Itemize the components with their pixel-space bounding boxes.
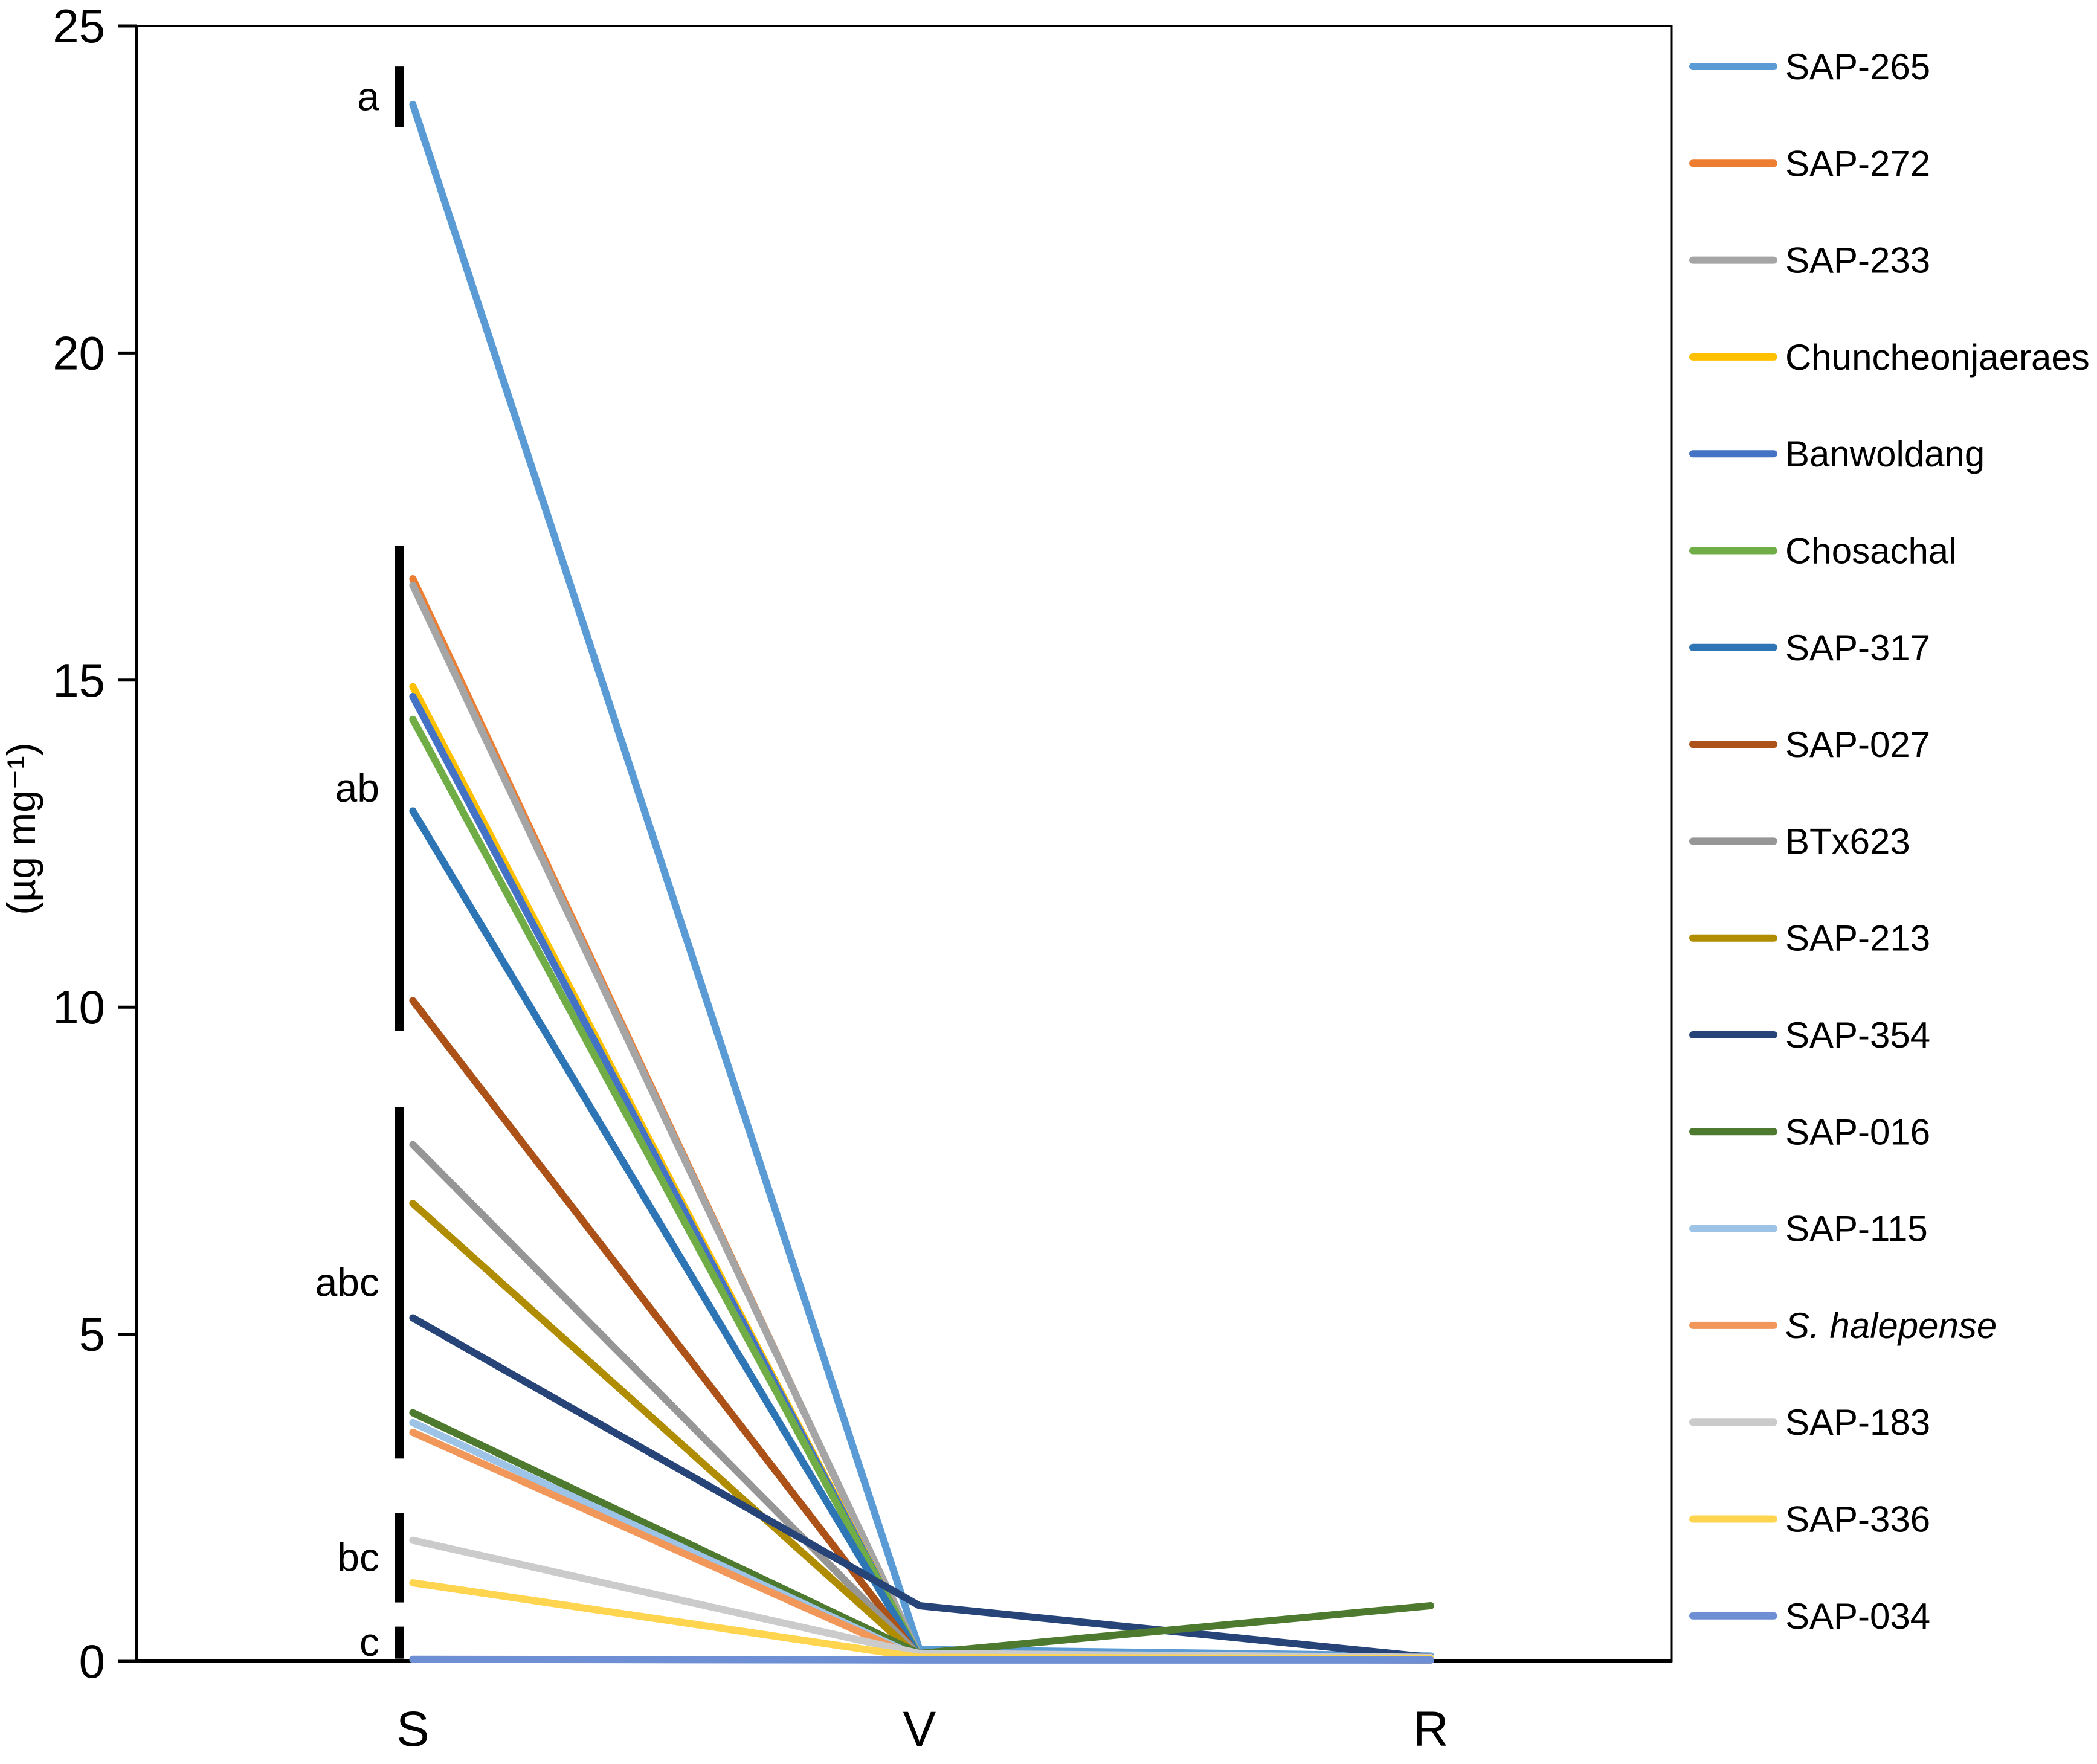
legend-item: SAP-265 bbox=[1689, 47, 1930, 87]
legend-item: Chosachal bbox=[1689, 531, 1957, 571]
legend-item-label: SAP-336 bbox=[1785, 1499, 1930, 1540]
x-category-label-V: V bbox=[903, 1702, 936, 1757]
legend-item: SAP-354 bbox=[1689, 1015, 1930, 1055]
legend-item: SAP-027 bbox=[1689, 724, 1930, 765]
legend-item: SAP-115 bbox=[1689, 1209, 1928, 1249]
significance-bar-c bbox=[395, 1626, 404, 1659]
legend-item-label: SAP-317 bbox=[1785, 628, 1930, 668]
series-line-SAP-265 bbox=[409, 100, 1435, 1660]
series-line-SAP-034 bbox=[409, 1655, 1435, 1664]
legend-item: SAP-272 bbox=[1689, 143, 1930, 184]
series-line-SAP-115 bbox=[409, 1418, 1435, 1663]
legend-item: Chuncheonjaeraes bbox=[1689, 337, 2090, 378]
y-tick-label: 0 bbox=[79, 1635, 105, 1688]
series-line-Chuncheonjaeraes bbox=[409, 683, 1435, 1663]
significance-bars: a ab abc bc c bbox=[315, 66, 404, 1664]
significance-bar-bc bbox=[395, 1513, 404, 1603]
series-line-SAP-317 bbox=[409, 807, 1435, 1663]
legend-item-label: Banwoldang bbox=[1785, 434, 1985, 474]
legend-item: Banwoldang bbox=[1689, 434, 1985, 474]
legend-item: SAP-034 bbox=[1689, 1596, 1930, 1637]
legend: SAP-265 SAP-272 SAP-233 Chuncheonjaeraes Ban… bbox=[1689, 47, 2090, 1637]
significance-label-abc: abc bbox=[315, 1260, 379, 1305]
legend-item: SAP-213 bbox=[1689, 918, 1930, 959]
legend-item: SAP-233 bbox=[1689, 240, 1930, 281]
significance-label-bc: bc bbox=[337, 1534, 379, 1579]
significance-label-c: c bbox=[359, 1620, 379, 1664]
significance-bar-abc bbox=[395, 1107, 404, 1459]
series-lines bbox=[409, 100, 1435, 1664]
legend-item-label: SAP-034 bbox=[1785, 1596, 1930, 1637]
legend-item-label: SAP-213 bbox=[1785, 918, 1930, 959]
legend-item: SAP-336 bbox=[1689, 1499, 1930, 1540]
plot-border bbox=[135, 25, 1673, 1663]
series-line-SAP-016 bbox=[409, 1409, 1435, 1658]
legend-item: BTx623 bbox=[1689, 821, 1910, 861]
legend-item-label: SAP-027 bbox=[1785, 724, 1930, 765]
series-line-Chosachal bbox=[409, 715, 1435, 1663]
legend-item-label: SAP-115 bbox=[1785, 1209, 1928, 1249]
legend-item-label: Chosachal bbox=[1785, 531, 1957, 571]
series-line-SAP-213 bbox=[409, 1200, 1435, 1663]
y-tick-label: 25 bbox=[53, 0, 105, 53]
legend-item-label: SAP-354 bbox=[1785, 1015, 1930, 1055]
legend-item-label: SAP-265 bbox=[1785, 47, 1930, 87]
y-tick-label: 10 bbox=[53, 980, 105, 1034]
legend-item-label: SAP-233 bbox=[1785, 240, 1930, 281]
series-line-SAP-354 bbox=[409, 1314, 1435, 1661]
legend-item-label: SAP-272 bbox=[1785, 143, 1930, 184]
x-category-label-S: S bbox=[396, 1702, 430, 1757]
significance-bar-a bbox=[395, 66, 404, 127]
significance-label-ab: ab bbox=[335, 765, 379, 810]
axis-lines bbox=[135, 26, 1672, 1663]
significance-bar-ab bbox=[395, 546, 404, 1031]
legend-item: S. halepense bbox=[1689, 1305, 1997, 1346]
series-line-SAP-027 bbox=[409, 997, 1435, 1663]
legend-item-label: Chuncheonjaeraes bbox=[1785, 337, 2090, 378]
plot-frame bbox=[135, 25, 1673, 1663]
y-tick-label: 5 bbox=[79, 1308, 105, 1361]
legend-item-label: SAP-183 bbox=[1785, 1402, 1930, 1443]
series-line-Banwoldang bbox=[409, 692, 1435, 1663]
legend-item: SAP-016 bbox=[1689, 1112, 1930, 1152]
legend-item-label: BTx623 bbox=[1785, 821, 1910, 861]
x-category-label-R: R bbox=[1412, 1702, 1448, 1757]
significance-label-a: a bbox=[357, 74, 379, 118]
legend-item: SAP-317 bbox=[1689, 628, 1930, 668]
y-axis: 0 5 10 15 20 25 bbox=[53, 0, 137, 1688]
y-tick-label: 20 bbox=[53, 326, 105, 379]
legend-item-label: S. halepense bbox=[1785, 1305, 1997, 1346]
legend-item: SAP-183 bbox=[1689, 1402, 1930, 1443]
legend-item-label: SAP-016 bbox=[1785, 1112, 1930, 1152]
series-line-S-halepense bbox=[409, 1429, 1435, 1664]
y-axis-title: (µg mg⁻¹) bbox=[0, 742, 43, 915]
y-tick-label: 15 bbox=[53, 654, 105, 707]
